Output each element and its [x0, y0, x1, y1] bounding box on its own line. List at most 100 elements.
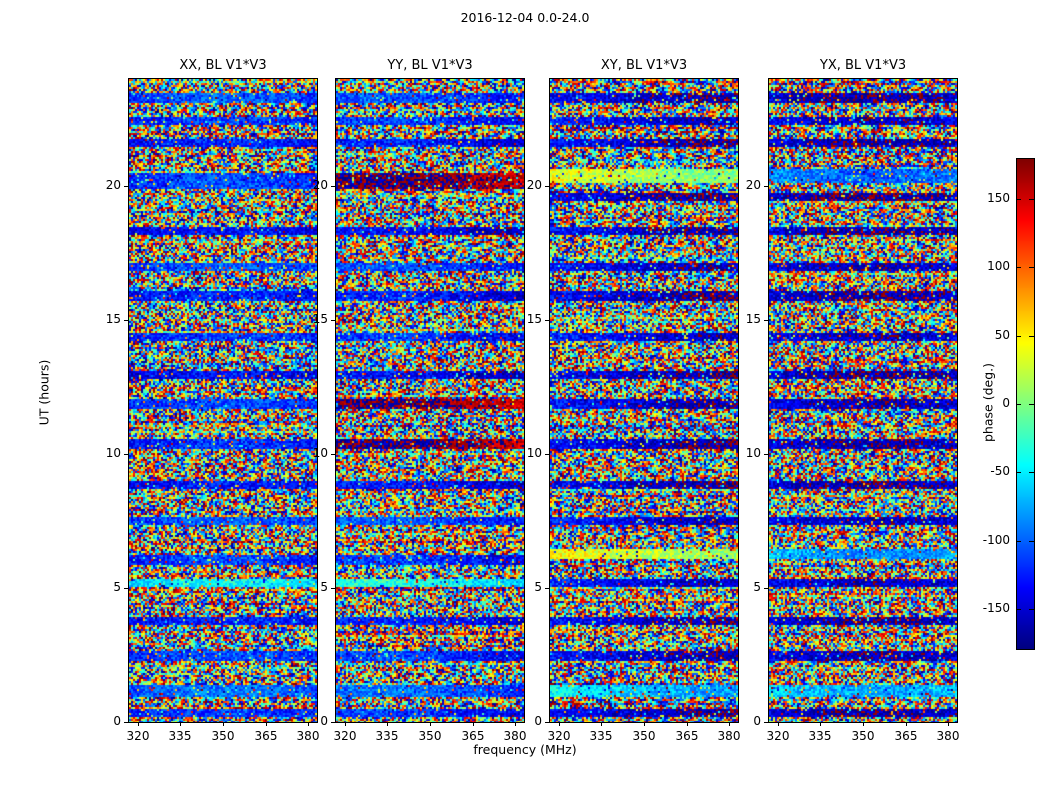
x-tick-mark	[387, 722, 388, 726]
y-tick-label: 5	[753, 580, 761, 594]
heatmap-panel-xx	[128, 78, 318, 723]
x-tick-mark	[180, 722, 181, 726]
y-tick-label: 15	[526, 312, 542, 326]
y-tick-label: 5	[320, 580, 328, 594]
y-tick-label: 10	[745, 446, 761, 460]
y-tick-mark	[331, 454, 335, 455]
colorbar-tick-mark	[1016, 609, 1021, 610]
x-tick-label: 320	[766, 729, 790, 743]
y-tick-label: 20	[745, 178, 761, 192]
y-tick-label: 15	[312, 312, 328, 326]
x-tick-mark	[430, 722, 431, 726]
heatmap-image	[550, 79, 738, 722]
x-tick-mark	[644, 722, 645, 726]
x-tick-label: 365	[675, 729, 699, 743]
colorbar-tick-label: 100	[987, 259, 1010, 273]
y-tick-label: 0	[534, 714, 542, 728]
y-axis-label: UT (hours)	[36, 359, 52, 426]
x-tick-label: 350	[418, 729, 442, 743]
y-tick-mark	[331, 722, 335, 723]
x-tick-mark	[729, 722, 730, 726]
y-tick-label: 0	[320, 714, 328, 728]
y-tick-label: 10	[105, 446, 121, 460]
colorbar-tick-mark	[1029, 541, 1034, 542]
x-tick-mark	[473, 722, 474, 726]
x-tick-label: 320	[547, 729, 571, 743]
colorbar-tick-mark	[1029, 199, 1034, 200]
x-tick-label: 350	[211, 729, 235, 743]
y-tick-mark	[545, 186, 549, 187]
colorbar-tick-mark	[1016, 541, 1021, 542]
colorbar-tick-mark	[1029, 404, 1034, 405]
x-tick-label: 335	[589, 729, 613, 743]
panel-title-yx: YX, BL V1*V3	[819, 58, 907, 73]
y-tick-label: 20	[312, 178, 328, 192]
colorbar-gradient	[1017, 159, 1034, 649]
y-tick-label: 20	[526, 178, 542, 192]
x-tick-label: 380	[717, 729, 741, 743]
x-axis-label: frequency (MHz)	[473, 742, 577, 757]
y-tick-label: 0	[113, 714, 121, 728]
y-tick-mark	[331, 186, 335, 187]
x-tick-mark	[345, 722, 346, 726]
y-tick-label: 15	[745, 312, 761, 326]
y-tick-mark	[545, 722, 549, 723]
y-tick-mark	[124, 722, 128, 723]
colorbar-tick-label: 50	[994, 328, 1010, 342]
y-tick-label: 0	[753, 714, 761, 728]
x-tick-label: 350	[851, 729, 875, 743]
heatmap-panel-xy	[549, 78, 739, 723]
x-tick-label: 380	[936, 729, 960, 743]
panel-title-xy: XY, BL V1*V3	[600, 58, 688, 73]
y-tick-label: 5	[534, 580, 542, 594]
x-tick-label: 335	[168, 729, 192, 743]
y-tick-mark	[764, 454, 768, 455]
panel-title-xx: XX, BL V1*V3	[179, 58, 267, 73]
x-tick-label: 320	[126, 729, 150, 743]
colorbar-tick-label: -150	[982, 601, 1010, 615]
y-tick-label: 5	[113, 580, 121, 594]
y-tick-mark	[764, 186, 768, 187]
x-tick-label: 365	[461, 729, 485, 743]
figure-suptitle: 2016-12-04 0.0-24.0	[460, 10, 590, 25]
y-tick-mark	[764, 722, 768, 723]
y-tick-mark	[764, 320, 768, 321]
colorbar-tick-mark	[1029, 336, 1034, 337]
x-tick-mark	[559, 722, 560, 726]
x-tick-label: 365	[894, 729, 918, 743]
y-tick-label: 15	[105, 312, 121, 326]
colorbar-tick-mark	[1029, 267, 1034, 268]
x-tick-mark	[906, 722, 907, 726]
y-tick-mark	[124, 186, 128, 187]
x-tick-mark	[601, 722, 602, 726]
x-tick-label: 365	[254, 729, 278, 743]
y-tick-mark	[124, 588, 128, 589]
y-tick-mark	[545, 454, 549, 455]
x-tick-label: 380	[296, 729, 320, 743]
x-tick-mark	[515, 722, 516, 726]
x-tick-mark	[223, 722, 224, 726]
y-tick-mark	[124, 454, 128, 455]
y-tick-mark	[545, 320, 549, 321]
x-tick-mark	[778, 722, 779, 726]
y-tick-mark	[331, 320, 335, 321]
panel-title-yy: YY, BL V1*V3	[387, 58, 473, 73]
colorbar-tick-label: 150	[987, 191, 1010, 205]
x-tick-mark	[308, 722, 309, 726]
x-tick-label: 320	[333, 729, 357, 743]
colorbar-tick-mark	[1029, 472, 1034, 473]
colorbar-tick-mark	[1016, 404, 1021, 405]
colorbar-tick-label: -50	[990, 464, 1010, 478]
x-tick-label: 350	[632, 729, 656, 743]
x-tick-mark	[948, 722, 949, 726]
x-tick-mark	[138, 722, 139, 726]
y-tick-label: 10	[312, 446, 328, 460]
y-tick-mark	[764, 588, 768, 589]
colorbar-tick-mark	[1016, 336, 1021, 337]
colorbar-tick-label: 0	[1002, 396, 1010, 410]
x-tick-mark	[687, 722, 688, 726]
colorbar-tick-mark	[1029, 609, 1034, 610]
heatmap-image	[129, 79, 317, 722]
y-tick-mark	[331, 588, 335, 589]
